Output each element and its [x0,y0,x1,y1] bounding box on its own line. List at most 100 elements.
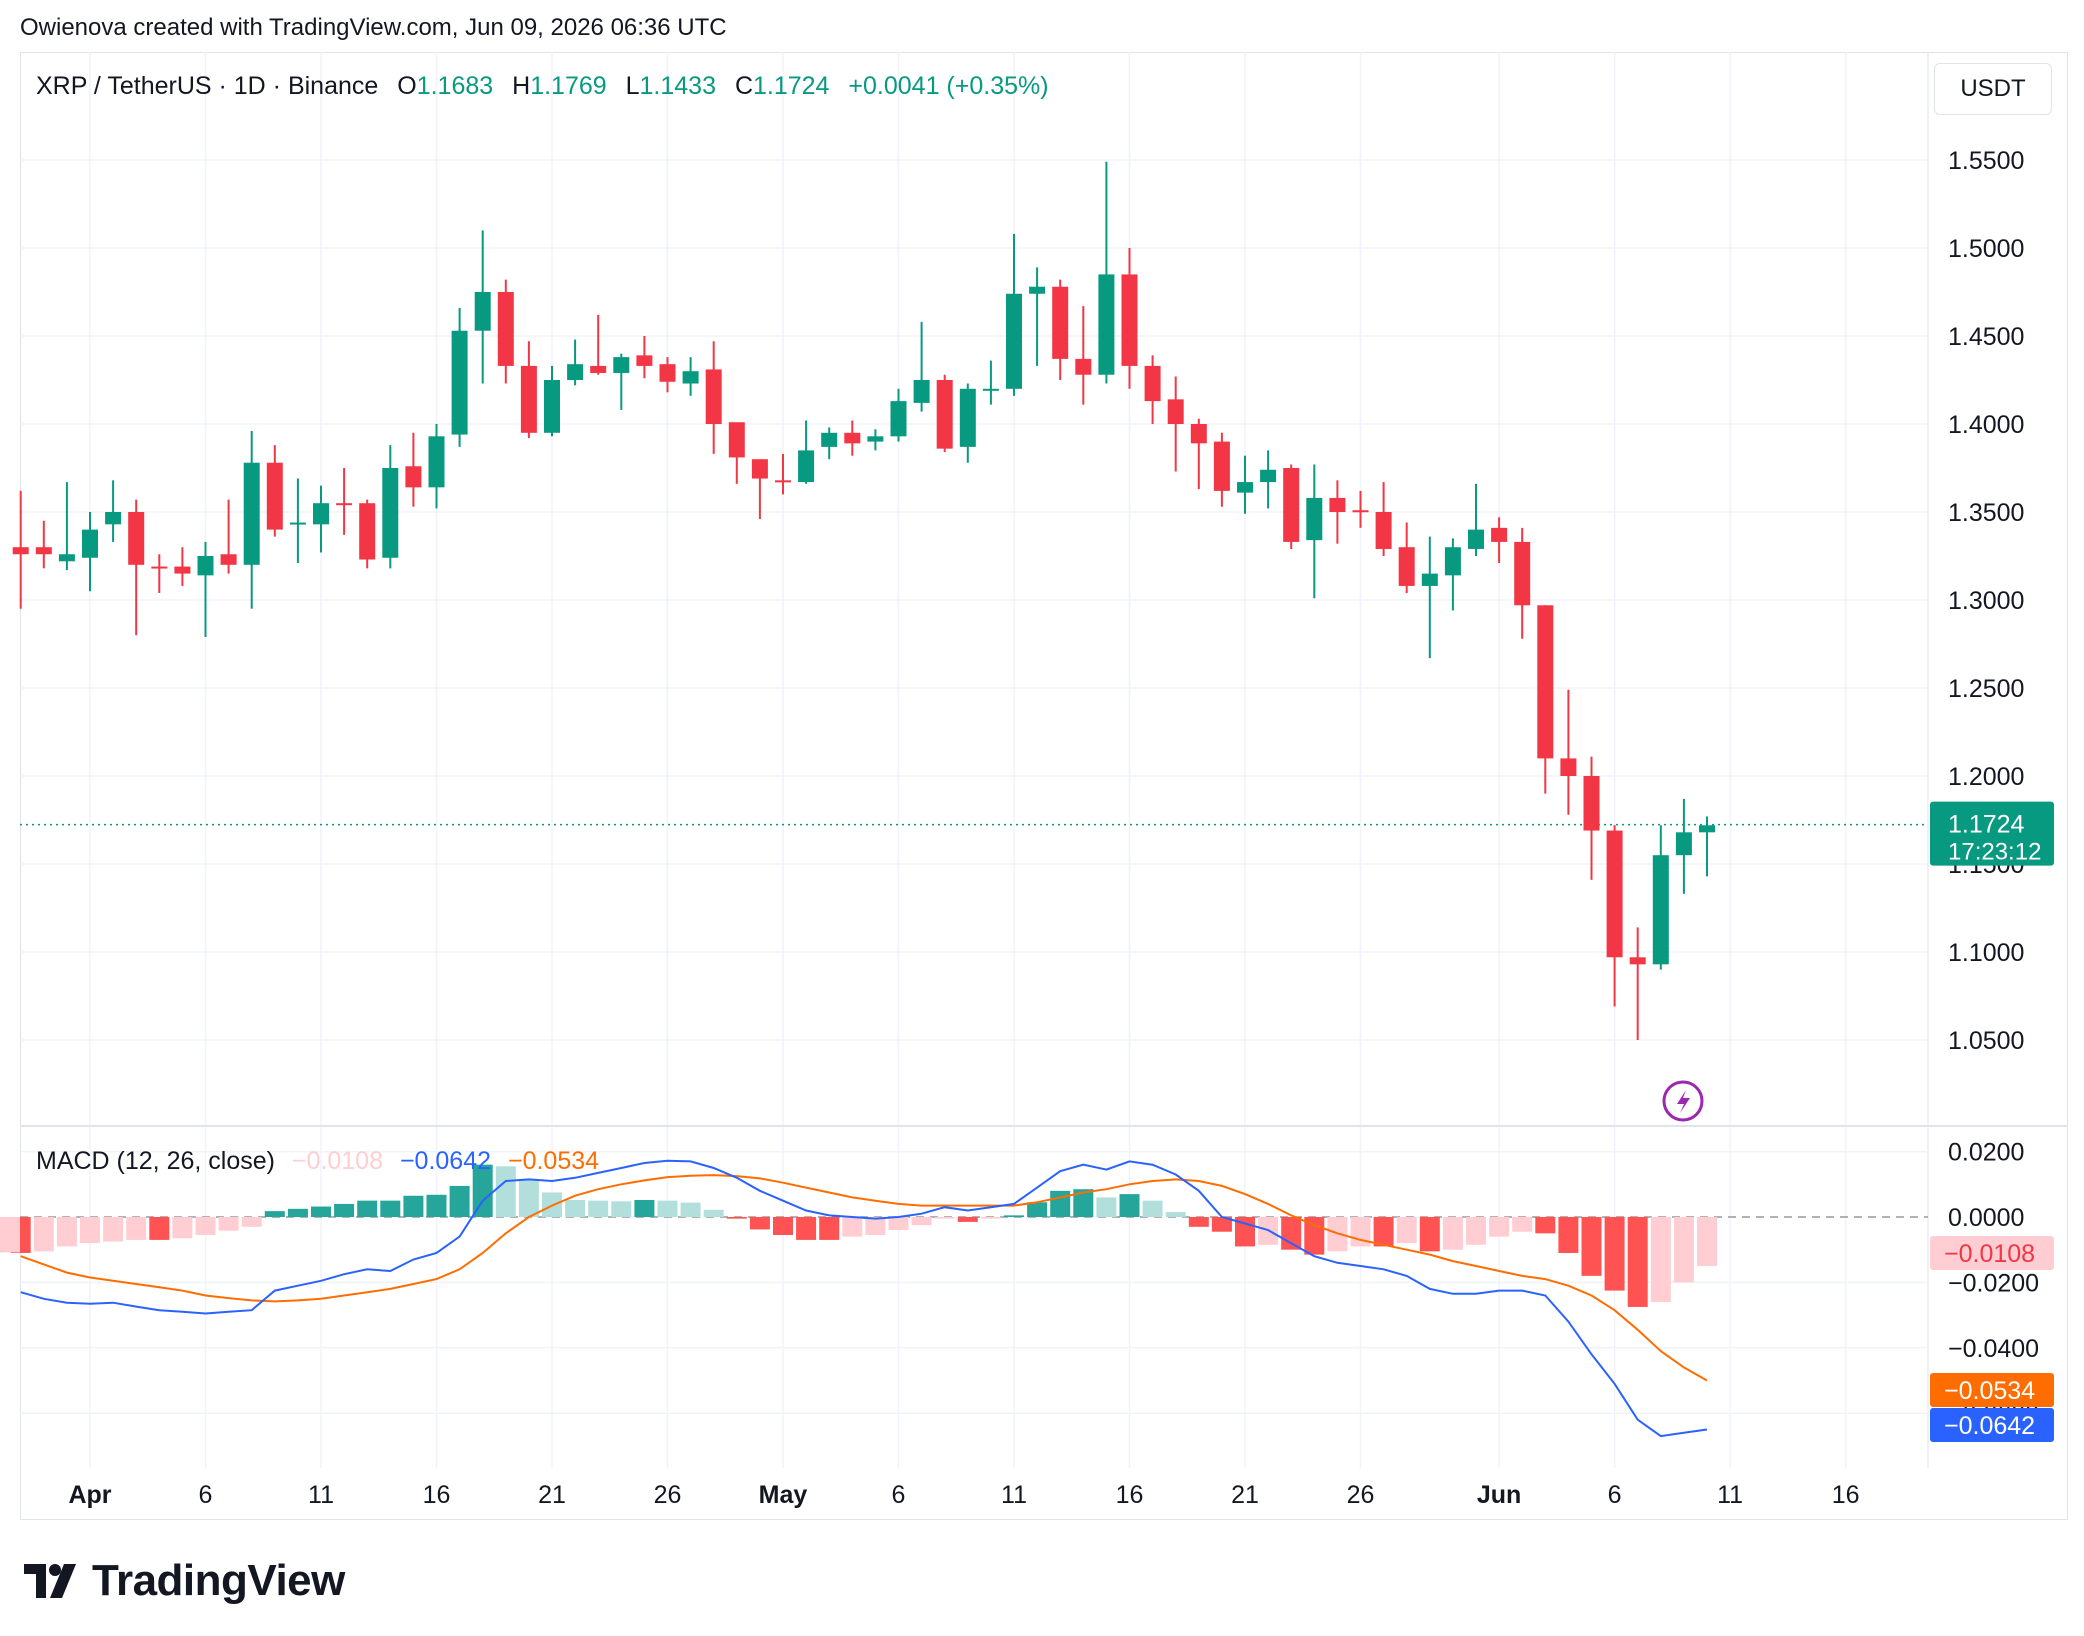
macd-histogram-bar [518,1179,539,1217]
high-label: H [512,72,531,100]
low-value: 1.1433 [639,72,716,100]
price-tick-label: 1.0500 [1948,1027,2024,1055]
candle-body [821,432,838,447]
candle-body [1537,605,1554,759]
candle [1190,418,1207,490]
candle-body [844,432,861,444]
macd-histogram [0,1164,1717,1307]
candle-body [1652,855,1669,965]
macd-histogram-bar [1627,1217,1648,1307]
candle-body [1098,274,1115,375]
candle-body [1444,547,1461,576]
candle [266,445,283,537]
last-price-badge-value: 1.1724 [1948,811,2025,839]
macd-histogram-bar [749,1217,770,1230]
macd-line-badge-bg [1930,1408,2054,1442]
candle-body [1629,957,1646,965]
candle-body [1421,573,1438,586]
macd-histogram-bar [611,1201,632,1217]
price-tick-label: 1.1000 [1948,939,2024,967]
macd-histogram-bar [426,1194,447,1217]
macd-line-badge: −0.0642 [1930,1408,2054,1442]
price-tick-label: 1.3000 [1948,587,2024,615]
macd-histogram-bar [149,1217,170,1240]
x-tick-label: 16 [1116,1481,1144,1509]
candle [128,499,145,636]
countdown-badge-value: 17:23:12 [1948,839,2041,866]
candle-body [544,380,560,433]
attribution-header: Owienova created with TradingView.com, J… [20,14,727,41]
symbol-legend: XRP / TetherUS · 1D · Binance O1.1683 H1… [36,72,1049,101]
macd-tick-label: −0.0400 [1948,1335,2039,1363]
high-value: 1.1769 [530,72,607,100]
x-tick-label: 26 [1347,1481,1375,1509]
candle [1167,376,1184,472]
macd-histogram-bar [1119,1194,1140,1217]
macd-tick-label: 0.0200 [1948,1139,2024,1167]
x-tick-label: 6 [892,1481,906,1509]
candle-body [1052,286,1069,359]
candle [1329,480,1346,544]
macd-histogram-bar [103,1217,124,1242]
macd-histogram-bar [403,1195,424,1217]
candle-body [151,566,168,569]
macd-title[interactable]: MACD (12, 26, close) [36,1147,275,1175]
candle [1560,689,1577,815]
candle-body [336,503,353,506]
macd-histogram-bar [1673,1217,1694,1283]
candle-body [35,547,52,555]
macd-histogram-bar [1697,1217,1717,1267]
candle [1213,432,1230,507]
candle [313,485,329,553]
candle [1260,450,1277,509]
tradingview-logo[interactable]: TradingView [24,1556,345,1606]
x-tick-label: May [759,1481,808,1509]
candle [1006,233,1022,396]
macd-histogram-bar [1466,1217,1486,1245]
candle-body [382,468,399,558]
macd-histogram-bar [819,1217,840,1240]
candle [1606,825,1623,1007]
last-price-badge-bg [1930,801,2054,866]
candle [1398,522,1415,593]
candle-body [890,401,907,437]
candle-body [174,566,191,574]
candle [1029,267,1046,366]
macd-histogram-bar [1489,1217,1510,1237]
candle-body [289,522,306,525]
candle [636,336,653,379]
candle-body [405,466,422,488]
candle-body [313,503,329,525]
macd-histogram-bar [1004,1215,1024,1217]
candle [913,321,930,412]
candle [751,459,768,520]
candle-body [659,364,676,382]
macd-histogram-bar [934,1217,955,1219]
candle-body [1675,832,1692,856]
candle-body [682,371,699,384]
candle [451,307,468,447]
currency-unit-button[interactable]: USDT [1934,63,2052,115]
candle [1098,161,1115,384]
x-tick-label: Apr [68,1481,111,1509]
macd-histogram-bar [357,1200,378,1217]
candle [567,339,584,386]
candle-body [520,365,537,433]
macd-line-value: −0.0642 [399,1147,492,1175]
open-label: O [397,72,417,100]
candle [474,230,491,384]
candle [821,427,838,460]
macd-tick-label: 0.0000 [1948,1204,2024,1232]
candle-body [1699,825,1715,833]
symbol-title[interactable]: XRP / TetherUS · 1D · Binance [36,72,379,100]
macd-line-badge-value: −0.0642 [1944,1412,2035,1440]
low-label: L [625,72,640,100]
candle [659,357,676,393]
macd-histogram-bar [957,1217,978,1222]
candle [959,383,976,463]
macd-histogram-bar [334,1203,355,1217]
candle [1075,306,1092,405]
candle [1052,279,1069,380]
tradingview-logo-text: TradingView [92,1556,345,1605]
